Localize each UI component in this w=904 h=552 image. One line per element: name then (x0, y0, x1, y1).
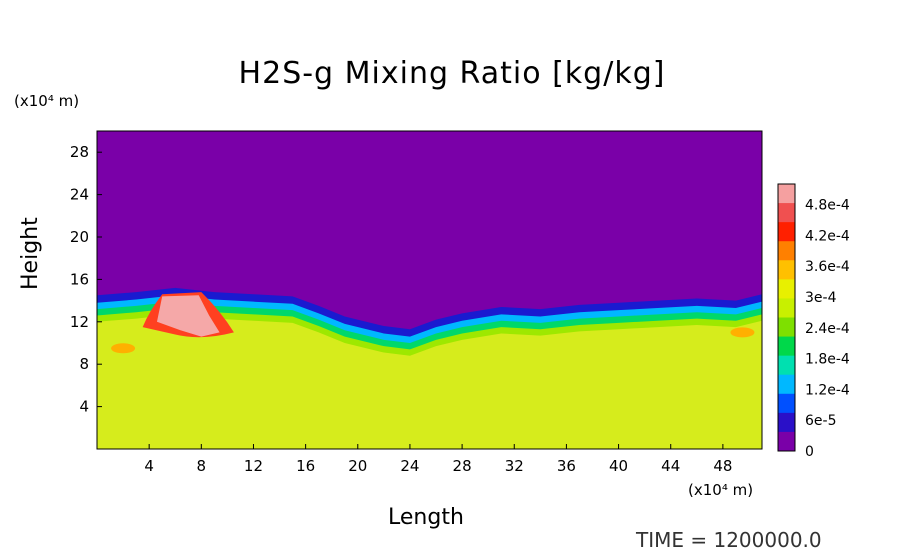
y-tick-label: 16 (70, 270, 89, 288)
colorbar-segment (778, 298, 795, 318)
colorbar-segment (778, 355, 795, 376)
chart-title: H2S-g Mixing Ratio [kg/kg] (238, 56, 666, 91)
colorbar-label: 3e-4 (805, 290, 837, 306)
x-tick-label: 36 (557, 457, 576, 475)
x-axis-label: Length (388, 505, 464, 530)
lower-field (97, 314, 762, 449)
x-tick-label: 16 (296, 457, 315, 475)
colorbar-label: 1.2e-4 (805, 382, 850, 398)
colorbar-segment (778, 222, 795, 242)
y-tick-label: 28 (70, 143, 89, 161)
colorbar-segment (778, 279, 795, 299)
colorbar-segment (778, 317, 795, 338)
y-tick-label: 8 (79, 355, 89, 373)
colorbar-segment (778, 336, 795, 357)
colorbar-segment (778, 184, 795, 204)
colorbar-segment (778, 393, 795, 414)
colorbar-segment (778, 431, 795, 452)
colorbar-label: 6e-5 (805, 413, 836, 429)
x-tick-label: 8 (197, 457, 207, 475)
x-tick-label: 12 (244, 457, 263, 475)
colorbar-label: 0 (805, 444, 814, 460)
colorbar-segment (778, 203, 795, 223)
y-tick-label: 4 (79, 398, 89, 416)
y-tick-label: 12 (70, 313, 89, 331)
colorbar-label: 4.2e-4 (805, 228, 850, 244)
y-axis-unit: (x10⁴ m) (14, 92, 80, 110)
colorbar-label: 4.8e-4 (805, 198, 850, 214)
colorbar-segment (778, 412, 795, 433)
y-tick-label: 20 (70, 228, 89, 246)
plot-frame (96, 130, 763, 450)
colorbar-segment (778, 260, 795, 280)
x-tick-label: 40 (609, 457, 628, 475)
x-tick-label: 4 (144, 457, 154, 475)
orange-patch (730, 327, 755, 338)
x-axis-unit: (x10⁴ m) (688, 481, 754, 499)
colorbar-label: 1.8e-4 (805, 352, 850, 368)
x-tick-label: 24 (400, 457, 419, 475)
y-tick-label: 24 (70, 186, 89, 204)
colorbar-segment (778, 374, 795, 395)
colorbar-segment (778, 241, 795, 261)
x-tick-label: 20 (348, 457, 367, 475)
orange-patch (111, 343, 136, 354)
x-tick-label: 48 (713, 457, 732, 475)
colorbar-label: 2.4e-4 (805, 321, 850, 337)
x-tick-label: 28 (453, 457, 472, 475)
plume-peak (156, 295, 220, 337)
colorbar-frame (777, 183, 796, 452)
colorbar-label: 3.6e-4 (805, 259, 850, 275)
x-tick-label: 44 (661, 457, 680, 475)
x-tick-label: 32 (505, 457, 524, 475)
